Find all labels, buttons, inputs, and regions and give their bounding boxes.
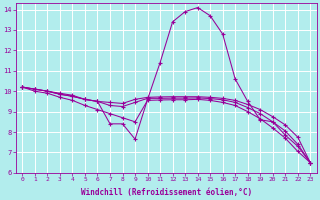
X-axis label: Windchill (Refroidissement éolien,°C): Windchill (Refroidissement éolien,°C) — [81, 188, 252, 197]
